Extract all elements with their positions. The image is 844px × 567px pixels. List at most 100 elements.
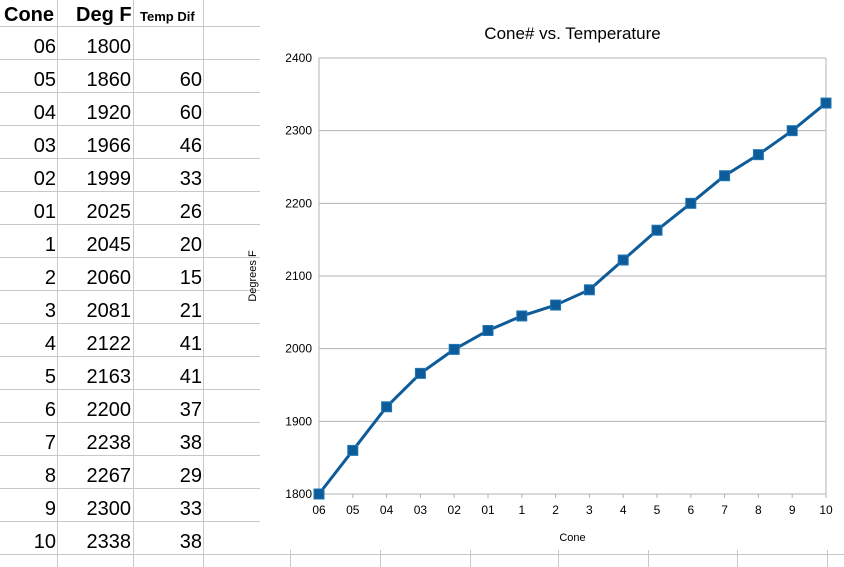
column-header: Cone xyxy=(4,4,54,26)
table-cell[interactable]: 8 xyxy=(44,465,56,487)
table-cell[interactable]: 2081 xyxy=(86,300,132,322)
table-cell[interactable]: 1860 xyxy=(86,69,132,91)
x-tick-label: 10 xyxy=(819,503,833,517)
grid-row-line xyxy=(0,455,260,456)
table-cell[interactable]: 33 xyxy=(179,168,202,190)
table-cell[interactable]: 7 xyxy=(44,432,56,454)
grid-row-line xyxy=(0,488,260,489)
table-cell[interactable]: 20 xyxy=(179,234,202,256)
table-cell[interactable]: 06 xyxy=(33,36,56,58)
table-cell[interactable]: 38 xyxy=(179,432,202,454)
table-cell[interactable]: 2045 xyxy=(86,234,132,256)
y-axis-label: Degrees F xyxy=(247,250,259,302)
grid-row-line xyxy=(0,125,260,126)
y-tick-label: 1800 xyxy=(285,487,312,501)
table-cell[interactable]: 60 xyxy=(179,69,202,91)
x-tick-label: 7 xyxy=(721,503,728,517)
x-tick-label: 01 xyxy=(481,503,495,517)
grid-row-line xyxy=(0,59,260,60)
table-cell[interactable]: 1920 xyxy=(86,102,132,124)
grid-row-line xyxy=(0,323,260,324)
y-tick-label: 2300 xyxy=(285,124,312,138)
line-chart: Cone# vs. Temperature 1800 1900 2000 2100 220… xyxy=(247,24,833,544)
y-tick-label: 2100 xyxy=(285,269,312,283)
table-cell[interactable]: 9 xyxy=(44,498,56,520)
table-cell[interactable]: 33 xyxy=(179,498,202,520)
x-tick-label: 6 xyxy=(687,503,694,517)
x-tick-label: 5 xyxy=(654,503,661,517)
table-cell[interactable]: 29 xyxy=(179,465,202,487)
table-cell[interactable]: 2267 xyxy=(86,465,132,487)
data-point xyxy=(347,444,359,456)
table-cell[interactable]: 2200 xyxy=(86,399,132,421)
table-cell[interactable]: 2025 xyxy=(86,201,132,223)
table-cell[interactable]: 02 xyxy=(33,168,56,190)
table-cell[interactable]: 1999 xyxy=(86,168,132,190)
table-cell[interactable]: 26 xyxy=(179,201,202,223)
y-tick-label: 2000 xyxy=(285,342,312,356)
table-cell[interactable]: 2338 xyxy=(86,531,132,553)
grid-row-line xyxy=(0,158,260,159)
y-tick-label: 2400 xyxy=(285,51,312,65)
grid-row-line xyxy=(0,257,260,258)
data-point xyxy=(482,325,494,336)
data-point xyxy=(786,125,798,137)
data-point xyxy=(448,343,460,355)
table-cell[interactable]: 5 xyxy=(44,366,56,388)
table-cell[interactable]: 38 xyxy=(179,531,202,553)
grid-row-line xyxy=(0,422,260,423)
table-cell[interactable]: 2238 xyxy=(86,432,132,454)
grid-column-line xyxy=(57,0,58,567)
grid-column-line xyxy=(737,550,738,567)
table-cell[interactable]: 6 xyxy=(44,399,56,421)
x-tick-label: 02 xyxy=(448,503,462,517)
data-point xyxy=(414,367,426,379)
x-tick-label: 04 xyxy=(380,503,394,517)
grid-column-line xyxy=(133,0,134,567)
x-tick-label: 4 xyxy=(620,503,627,517)
table-cell[interactable]: 1 xyxy=(44,234,56,256)
data-point xyxy=(313,488,325,500)
grid-column-line xyxy=(648,550,649,567)
table-cell[interactable]: 2122 xyxy=(86,333,132,355)
table-cell[interactable]: 37 xyxy=(179,399,202,421)
table-cell[interactable]: 01 xyxy=(33,201,56,223)
table-cell[interactable]: 41 xyxy=(179,366,202,388)
grid-column-line xyxy=(290,550,291,567)
table-cell[interactable]: 1800 xyxy=(86,36,132,58)
column-header: Deg F xyxy=(76,4,132,26)
x-tick-label: 1 xyxy=(518,503,525,517)
table-cell[interactable]: 3 xyxy=(44,300,56,322)
grid-column-line xyxy=(827,550,828,567)
grid-row-line xyxy=(0,191,260,192)
grid-column-line xyxy=(380,550,381,567)
table-cell[interactable]: 04 xyxy=(33,102,56,124)
table-cell[interactable]: 1966 xyxy=(86,135,132,157)
table-cell[interactable]: 05 xyxy=(33,69,56,91)
table-cell[interactable]: 21 xyxy=(179,300,202,322)
table-cell[interactable]: 2 xyxy=(44,267,56,289)
table-cell[interactable]: 41 xyxy=(179,333,202,355)
table-cell[interactable]: 2060 xyxy=(86,267,132,289)
x-axis-label: Cone xyxy=(559,532,585,544)
table-cell[interactable]: 10 xyxy=(33,531,56,553)
table-cell[interactable]: 2300 xyxy=(86,498,132,520)
data-point xyxy=(516,310,528,322)
y-tick-label: 2200 xyxy=(285,196,312,210)
table-cell[interactable]: 15 xyxy=(179,267,202,289)
data-point xyxy=(583,284,595,296)
table-cell[interactable]: 03 xyxy=(33,135,56,157)
grid-row-line xyxy=(0,92,260,93)
grid-column-line xyxy=(558,550,559,567)
grid-column-line xyxy=(470,550,471,567)
series-line xyxy=(317,101,827,495)
grid-row-line xyxy=(0,224,260,225)
table-cell[interactable]: 46 xyxy=(179,135,202,157)
y-tick-label: 1900 xyxy=(285,414,312,428)
grid-row-line xyxy=(0,356,260,357)
table-cell[interactable]: 2163 xyxy=(86,366,132,388)
table-cell[interactable]: 60 xyxy=(179,102,202,124)
column-header: Temp Dif xyxy=(140,9,195,24)
table-cell[interactable]: 4 xyxy=(44,333,56,355)
